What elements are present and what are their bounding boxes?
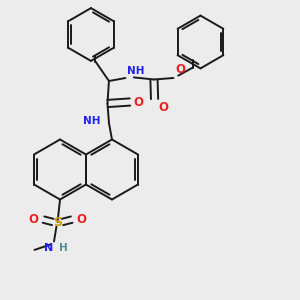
Text: O: O — [29, 213, 39, 226]
Text: O: O — [175, 63, 185, 76]
Text: NH: NH — [127, 67, 145, 76]
Text: O: O — [158, 101, 168, 114]
Text: NH: NH — [83, 116, 100, 127]
Text: O: O — [134, 95, 144, 109]
Text: H: H — [59, 243, 68, 253]
Text: N: N — [44, 243, 53, 253]
Text: O: O — [76, 213, 86, 226]
Text: S: S — [53, 215, 62, 229]
